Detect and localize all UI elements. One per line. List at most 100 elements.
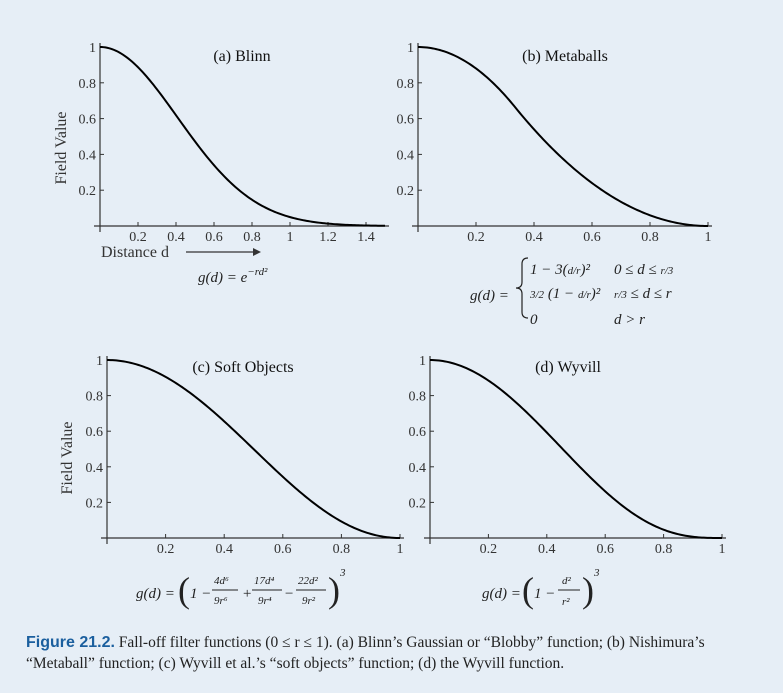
panel-soft-objects-ytick-label: 1 (96, 354, 103, 369)
svg-text:(: ( (522, 570, 534, 610)
panel-blinn-axes (94, 43, 389, 232)
panel-metaballs-title: (b) Metaballs (522, 48, 608, 65)
panel-blinn-xtick-label: 0.4 (167, 230, 185, 245)
panel-blinn-curve (99, 46, 386, 227)
panel-metaballs-xtick-label: 0.6 (583, 230, 601, 245)
panel-metaballs-ytick-label: 1 (407, 41, 414, 56)
figure: 0.2 0.4 0.6 0.8 1 1.2 1.4 0.2 0.4 0.6 0.8 1 (a) Bli… (53, 41, 726, 610)
figure-caption: Figure 21.2. Fall-off filter functions (… (26, 632, 766, 674)
panel-blinn-xtick-label: 1 (287, 230, 294, 245)
panel-blinn-ytick-label: 0.8 (79, 77, 97, 92)
svg-text:0: 0 (530, 312, 538, 328)
svg-text:3: 3 (339, 567, 346, 579)
panel-soft-objects-xtick-label: 0.2 (157, 542, 175, 557)
panel-blinn-ytick-label: 0.6 (79, 113, 97, 128)
panel-wyvill: 0.2 0.4 0.6 0.8 1 0.2 0.4 0.6 0.8 1 (d) Wyvill g(… (409, 354, 726, 610)
svg-text:0 ≤ d ≤ r/3: 0 ≤ d ≤ r/3 (614, 262, 674, 278)
panel-wyvill-ytick-label: 1 (419, 354, 426, 369)
panel-soft-objects-curve (106, 359, 401, 539)
panel-blinn: 0.2 0.4 0.6 0.8 1 1.2 1.4 0.2 0.4 0.6 0.8 1 (a) Bli… (53, 41, 389, 286)
svg-text:(: ( (178, 570, 190, 610)
figure-caption-label: Figure 21.2. (26, 634, 115, 651)
svg-text:1 −: 1 − (190, 586, 211, 602)
panel-soft-objects-xtick-label: 0.6 (274, 542, 292, 557)
svg-text:1 − 3(d/r)²: 1 − 3(d/r)² (530, 262, 590, 278)
panel-blinn-ytick-label: 0.4 (79, 148, 97, 163)
panel-wyvill-axes (424, 356, 726, 544)
panel-blinn-title: (a) Blinn (213, 48, 270, 65)
svg-text:1 −: 1 − (534, 586, 555, 602)
panel-metaballs-ytick-label: 0.2 (397, 184, 415, 199)
svg-text:9r⁶: 9r⁶ (214, 595, 228, 607)
panel-soft-objects-ytick-label: 0.8 (86, 390, 104, 405)
panel-blinn-xlabel: Distance d (101, 244, 169, 261)
panel-wyvill-ytick-label: 0.2 (409, 496, 427, 511)
panel-wyvill-xtick-label: 0.4 (538, 542, 556, 557)
svg-text:r/3 ≤ d ≤ r: r/3 ≤ d ≤ r (614, 286, 672, 302)
panel-metaballs-xtick-label: 1 (705, 230, 712, 245)
panel-metaballs-xtick-label: 0.4 (525, 230, 543, 245)
svg-text:−: − (284, 586, 294, 602)
panel-blinn-xtick-label: 1.4 (357, 230, 375, 245)
svg-text:3/2 (1 − d/r)²: 3/2 (1 − d/r)² (529, 286, 601, 302)
svg-text:g(d) =: g(d) = (136, 586, 175, 602)
panel-soft-objects-ytick-label: 0.6 (86, 425, 104, 440)
panel-metaballs-xtick-label: 0.2 (467, 230, 485, 245)
panel-blinn-ytick-label: 1 (89, 41, 96, 56)
panel-soft-objects-ytick-label: 0.4 (86, 461, 104, 476)
panel-metaballs: 0.2 0.4 0.6 0.8 1 0.2 0.4 0.6 0.8 1 (b) Metaballs… (397, 41, 712, 328)
panel-blinn-ylabel: Field Value (53, 111, 70, 184)
panel-wyvill-formula: g(d) = ( 1 − d² r² ) 3 (482, 567, 600, 610)
svg-text:d²: d² (562, 575, 572, 587)
panel-blinn-xtick-label: 0.2 (129, 230, 147, 245)
panel-wyvill-xtick-label: 1 (719, 542, 726, 557)
panel-blinn-xtick-label: 0.8 (243, 230, 261, 245)
panel-blinn-formula: g(d) = e−rd² (198, 266, 268, 286)
panel-wyvill-curve (429, 359, 722, 539)
svg-text:): ) (582, 570, 594, 610)
svg-text:g(d) =: g(d) = (470, 288, 509, 304)
panel-metaballs-ytick-label: 0.6 (397, 113, 415, 128)
svg-text:22d²: 22d² (298, 575, 319, 587)
panel-wyvill-xtick-label: 0.6 (596, 542, 614, 557)
panel-metaballs-axes (412, 43, 712, 232)
panel-soft-objects-xtick-label: 1 (397, 542, 404, 557)
panel-metaballs-xtick-label: 0.8 (641, 230, 659, 245)
panel-soft-objects-xtick-label: 0.8 (333, 542, 351, 557)
panel-blinn-xtick-label: 0.6 (205, 230, 223, 245)
panel-metaballs-curve (417, 46, 709, 227)
panel-wyvill-ytick-label: 0.6 (409, 425, 427, 440)
panel-soft-objects-ticks: 0.2 0.4 0.6 0.8 1 0.2 0.4 0.6 0.8 1 (86, 354, 404, 557)
arrow-icon (186, 248, 261, 256)
svg-text:9r⁴: 9r⁴ (258, 595, 272, 607)
panel-soft-objects-ytick-label: 0.2 (86, 496, 104, 511)
panel-wyvill-ytick-label: 0.4 (409, 461, 427, 476)
panel-soft-objects-ylabel: Field Value (59, 421, 76, 494)
svg-text:r²: r² (562, 596, 570, 608)
panel-wyvill-xtick-label: 0.8 (655, 542, 673, 557)
svg-text:+: + (242, 586, 252, 602)
panel-wyvill-ticks: 0.2 0.4 0.6 0.8 1 0.2 0.4 0.6 0.8 1 (409, 354, 726, 557)
panel-wyvill-xtick-label: 0.2 (480, 542, 498, 557)
svg-text:g(d) = e−rd²: g(d) = e−rd² (198, 266, 268, 286)
svg-text:g(d) =: g(d) = (482, 586, 521, 602)
svg-text:4d⁶: 4d⁶ (214, 575, 229, 587)
svg-text:3: 3 (593, 567, 600, 579)
panel-soft-objects: 0.2 0.4 0.6 0.8 1 0.2 0.4 0.6 0.8 1 (c) Soft Obje… (59, 354, 404, 610)
panel-soft-objects-xtick-label: 0.4 (215, 542, 233, 557)
panel-metaballs-ytick-label: 0.8 (397, 77, 415, 92)
svg-text:d > r: d > r (614, 312, 645, 328)
panel-metaballs-ticks: 0.2 0.4 0.6 0.8 1 0.2 0.4 0.6 0.8 1 (397, 41, 712, 245)
panel-soft-objects-title: (c) Soft Objects (192, 359, 293, 376)
panel-soft-objects-axes (101, 356, 404, 544)
panel-wyvill-ytick-label: 0.8 (409, 390, 427, 405)
panel-wyvill-title: (d) Wyvill (535, 359, 601, 376)
figure-caption-text: Fall-off filter functions (0 ≤ r ≤ 1). (… (26, 634, 705, 672)
panel-metaballs-ytick-label: 0.4 (397, 148, 415, 163)
panel-soft-objects-formula: g(d) = ( 1 − 4d⁶ 9r⁶ + 17d⁴ 9r⁴ − 22d² 9… (136, 567, 346, 610)
panel-blinn-ticks: 0.2 0.4 0.6 0.8 1 1.2 1.4 0.2 0.4 0.6 0.8 1 (79, 41, 375, 245)
panel-metaballs-formula: g(d) = 1 − 3(d/r)² 0 ≤ d ≤ r/3 3/2 (1 − … (470, 257, 674, 328)
svg-text:9r²: 9r² (302, 595, 316, 607)
panel-blinn-ytick-label: 0.2 (79, 184, 97, 199)
svg-text:17d⁴: 17d⁴ (254, 575, 275, 587)
